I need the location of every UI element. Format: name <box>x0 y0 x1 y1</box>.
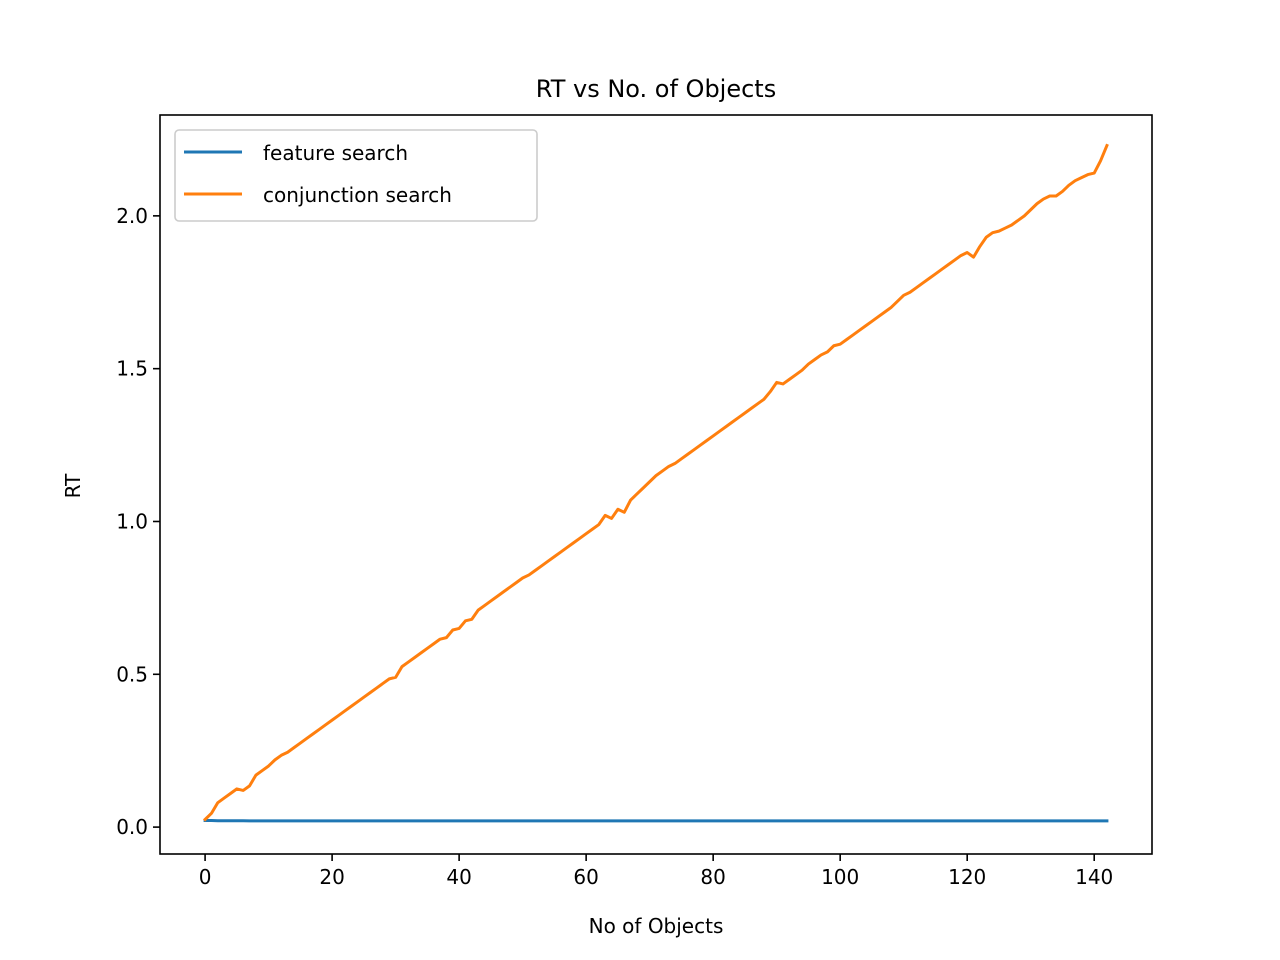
legend-label: feature search <box>263 141 408 165</box>
x-axis-label: No of Objects <box>589 914 724 938</box>
y-tick-label: 2.0 <box>116 204 148 228</box>
x-tick-label: 40 <box>446 865 471 889</box>
x-tick-label: 0 <box>199 865 212 889</box>
x-tick-label: 20 <box>319 865 344 889</box>
chart-title: RT vs No. of Objects <box>536 75 776 103</box>
y-tick-label: 0.0 <box>116 815 148 839</box>
axes-frame <box>159 114 1153 855</box>
x-tick-label: 100 <box>821 865 859 889</box>
x-tick-label: 80 <box>700 865 725 889</box>
x-tick-label: 60 <box>573 865 598 889</box>
y-axis-label: RT <box>61 473 85 498</box>
y-tick-label: 0.5 <box>116 662 148 686</box>
series-line-conjunction-search <box>202 143 1109 822</box>
x-tick-label: 140 <box>1075 865 1113 889</box>
legend: feature search conjunction search <box>174 129 538 222</box>
x-tick-label: 120 <box>948 865 986 889</box>
legend-label: conjunction search <box>263 183 452 207</box>
legend-box <box>174 129 538 222</box>
y-tick-label: 1.5 <box>116 357 148 381</box>
y-tick-label: 1.0 <box>116 509 148 533</box>
plot-area: 0 20 40 60 80 100 120 140 0.0 0.5 1.0 1.5 2.0 feature… <box>116 114 1153 889</box>
